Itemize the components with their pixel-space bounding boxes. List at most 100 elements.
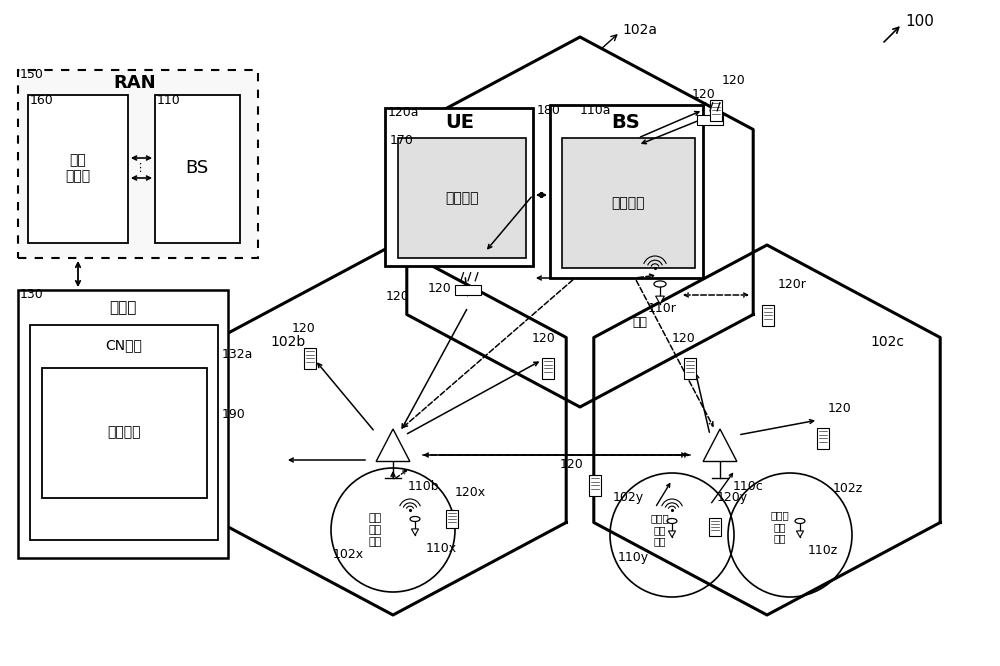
FancyArrowPatch shape xyxy=(537,276,552,280)
Text: 网络
控制器: 网络 控制器 xyxy=(65,153,91,183)
Bar xyxy=(42,368,207,498)
Bar xyxy=(30,325,218,540)
Text: 102a: 102a xyxy=(622,23,657,37)
Bar xyxy=(398,138,526,258)
Bar xyxy=(817,428,829,449)
Polygon shape xyxy=(796,531,804,537)
Polygon shape xyxy=(411,529,419,535)
Text: 核心网: 核心网 xyxy=(109,300,137,316)
Polygon shape xyxy=(656,296,664,304)
Text: ⋮: ⋮ xyxy=(134,163,146,173)
Text: 180: 180 xyxy=(537,103,561,117)
Text: 微微
蜂窝
小区: 微微 蜂窝 小区 xyxy=(368,513,382,547)
FancyArrowPatch shape xyxy=(76,263,80,285)
FancyArrowPatch shape xyxy=(712,474,732,503)
FancyArrowPatch shape xyxy=(441,453,686,457)
Text: 110r: 110r xyxy=(648,302,677,314)
Bar xyxy=(18,290,228,558)
Text: 120: 120 xyxy=(532,332,556,344)
Text: 毫微微
蜂窝
小区: 毫微微 蜂窝 小区 xyxy=(771,510,789,543)
Text: 110z: 110z xyxy=(808,543,838,557)
FancyArrowPatch shape xyxy=(695,374,709,432)
Bar xyxy=(155,95,240,243)
Text: BS: BS xyxy=(612,113,640,131)
Text: 190: 190 xyxy=(222,408,246,422)
FancyArrowPatch shape xyxy=(638,274,654,278)
Text: 110b: 110b xyxy=(408,480,440,492)
Text: 120y: 120y xyxy=(717,492,748,505)
FancyArrowPatch shape xyxy=(133,156,150,160)
Text: 120: 120 xyxy=(386,290,410,304)
FancyArrowPatch shape xyxy=(641,111,699,137)
Text: 120: 120 xyxy=(428,282,452,294)
Bar xyxy=(762,305,774,326)
FancyArrowPatch shape xyxy=(684,293,748,297)
FancyArrowPatch shape xyxy=(407,362,538,434)
Text: 110: 110 xyxy=(157,93,181,107)
Text: 130: 130 xyxy=(20,288,44,302)
Text: 102b: 102b xyxy=(270,335,305,349)
FancyArrowPatch shape xyxy=(395,470,406,478)
Text: 120: 120 xyxy=(722,73,746,87)
Bar xyxy=(550,105,703,278)
Text: 102z: 102z xyxy=(833,482,863,494)
Bar xyxy=(455,285,481,295)
Bar xyxy=(28,95,128,243)
Bar xyxy=(684,358,696,379)
Text: 保护组件: 保护组件 xyxy=(107,425,141,439)
Bar xyxy=(709,518,721,536)
Text: 120: 120 xyxy=(692,89,716,101)
Text: 中继: 中继 xyxy=(633,316,648,330)
Text: 120: 120 xyxy=(672,332,696,344)
FancyArrowPatch shape xyxy=(403,280,573,427)
Text: 120: 120 xyxy=(560,458,584,472)
FancyArrowPatch shape xyxy=(423,453,689,457)
Text: 120r: 120r xyxy=(778,278,807,292)
Bar xyxy=(385,108,533,266)
Text: 110a: 110a xyxy=(580,103,612,117)
Bar xyxy=(697,115,723,125)
Text: 120: 120 xyxy=(828,402,852,414)
Text: 102x: 102x xyxy=(333,549,364,561)
Text: 120x: 120x xyxy=(455,486,486,498)
Text: 110x: 110x xyxy=(426,541,457,555)
Text: 170: 170 xyxy=(390,133,414,147)
FancyArrowPatch shape xyxy=(656,484,670,505)
Bar xyxy=(304,348,316,369)
Text: 160: 160 xyxy=(30,93,54,107)
FancyArrowPatch shape xyxy=(289,458,365,462)
Text: 132a: 132a xyxy=(222,348,253,362)
Text: 110y: 110y xyxy=(618,551,649,565)
FancyArrowPatch shape xyxy=(465,278,469,296)
Text: 102c: 102c xyxy=(870,335,904,349)
FancyArrowPatch shape xyxy=(741,420,814,434)
Text: 120a: 120a xyxy=(388,105,420,119)
Bar xyxy=(589,475,601,496)
Bar xyxy=(446,510,458,528)
FancyArrowPatch shape xyxy=(318,364,373,430)
Text: 保护组件: 保护组件 xyxy=(445,191,479,205)
Text: CN节点: CN节点 xyxy=(106,338,142,352)
Bar xyxy=(710,100,722,121)
Text: BS: BS xyxy=(185,159,209,177)
Text: 毫微微
蜂窝
小区: 毫微微 蜂窝 小区 xyxy=(651,513,669,547)
FancyArrowPatch shape xyxy=(391,472,395,478)
FancyArrowPatch shape xyxy=(538,192,545,197)
FancyArrowPatch shape xyxy=(402,310,467,428)
Text: 110c: 110c xyxy=(733,480,764,492)
Text: 120: 120 xyxy=(292,322,316,334)
Text: RAN: RAN xyxy=(114,74,156,92)
Bar xyxy=(562,138,695,268)
Text: UE: UE xyxy=(446,113,475,131)
FancyArrowPatch shape xyxy=(642,121,697,144)
FancyArrowPatch shape xyxy=(424,453,690,457)
Text: 150: 150 xyxy=(20,69,44,81)
Bar xyxy=(542,358,554,379)
Bar xyxy=(18,70,258,258)
Text: 保护组件: 保护组件 xyxy=(611,196,645,210)
Polygon shape xyxy=(668,531,676,537)
FancyArrowPatch shape xyxy=(133,176,150,180)
FancyArrowPatch shape xyxy=(636,280,713,426)
Text: 100: 100 xyxy=(905,15,934,29)
Text: 102y: 102y xyxy=(613,492,644,505)
